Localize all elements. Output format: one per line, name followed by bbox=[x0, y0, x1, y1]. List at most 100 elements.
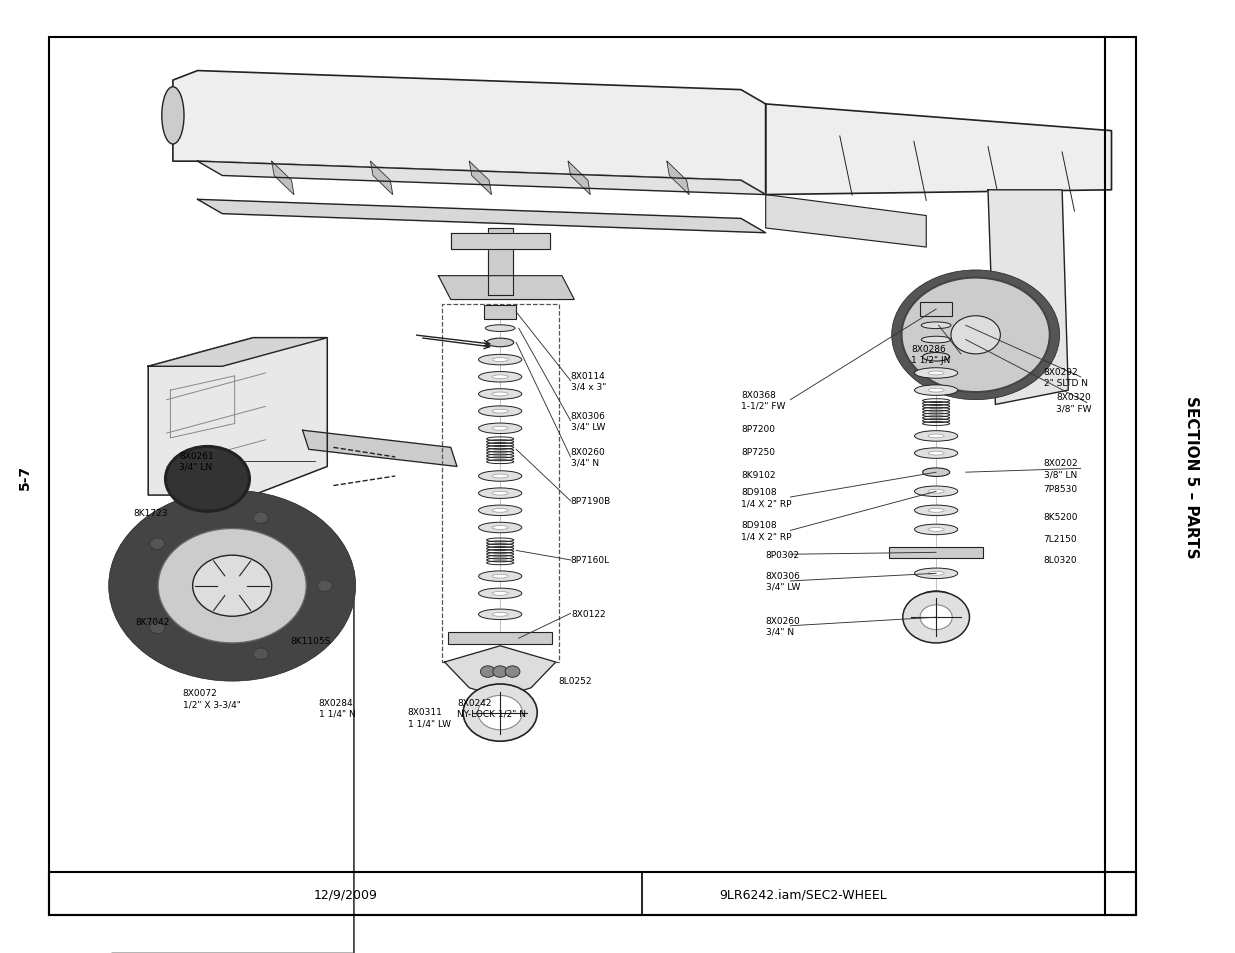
Bar bbox=[484, 306, 516, 319]
Circle shape bbox=[463, 684, 537, 741]
Text: 8X0286
1 1/2" JN: 8X0286 1 1/2" JN bbox=[911, 344, 951, 365]
Text: 8D9108
1/4 X 2" RP: 8D9108 1/4 X 2" RP bbox=[741, 487, 792, 508]
Text: 7L2150: 7L2150 bbox=[1044, 535, 1077, 544]
Text: 8X0261
3/4" LN: 8X0261 3/4" LN bbox=[179, 451, 214, 472]
Text: 8X0320
3/8" FW: 8X0320 3/8" FW bbox=[1056, 393, 1092, 414]
Circle shape bbox=[478, 696, 522, 730]
Ellipse shape bbox=[492, 509, 509, 513]
Text: 7P8530: 7P8530 bbox=[1044, 484, 1078, 494]
Ellipse shape bbox=[914, 386, 958, 396]
Circle shape bbox=[903, 592, 969, 643]
Polygon shape bbox=[445, 646, 556, 698]
Circle shape bbox=[920, 605, 952, 630]
Text: 9LR6242.iam/SEC2-WHEEL: 9LR6242.iam/SEC2-WHEEL bbox=[719, 887, 887, 901]
Ellipse shape bbox=[929, 372, 944, 375]
Bar bbox=[920, 303, 952, 316]
Ellipse shape bbox=[478, 489, 521, 499]
Circle shape bbox=[253, 513, 268, 524]
Ellipse shape bbox=[929, 509, 944, 513]
Ellipse shape bbox=[478, 522, 521, 534]
Circle shape bbox=[951, 316, 1000, 355]
Text: 12/9/2009: 12/9/2009 bbox=[314, 887, 378, 901]
Text: 8L0252: 8L0252 bbox=[558, 676, 592, 685]
Text: 8X0202
3/8" LN: 8X0202 3/8" LN bbox=[1044, 458, 1078, 479]
Ellipse shape bbox=[914, 448, 958, 459]
Text: 8P7160L: 8P7160L bbox=[571, 556, 610, 565]
Text: 8L0320: 8L0320 bbox=[1044, 556, 1077, 565]
Ellipse shape bbox=[478, 373, 521, 383]
Circle shape bbox=[165, 447, 249, 512]
Text: 8X0292
2" SLTD N: 8X0292 2" SLTD N bbox=[1044, 367, 1088, 388]
Polygon shape bbox=[198, 162, 766, 195]
Text: 8P0302: 8P0302 bbox=[766, 550, 800, 559]
Bar bbox=[49, 872, 1136, 915]
Ellipse shape bbox=[492, 613, 509, 617]
Polygon shape bbox=[198, 200, 766, 233]
Ellipse shape bbox=[914, 369, 958, 378]
Circle shape bbox=[317, 580, 332, 592]
Ellipse shape bbox=[492, 393, 509, 396]
Ellipse shape bbox=[929, 572, 944, 576]
Ellipse shape bbox=[921, 337, 951, 344]
Text: 8K9102: 8K9102 bbox=[741, 470, 776, 479]
Polygon shape bbox=[488, 229, 513, 295]
Polygon shape bbox=[469, 162, 492, 195]
Ellipse shape bbox=[929, 389, 944, 393]
Text: 8K7042: 8K7042 bbox=[136, 617, 170, 626]
Text: 8P7190B: 8P7190B bbox=[571, 497, 611, 506]
Ellipse shape bbox=[478, 407, 521, 417]
Text: 8X0368
1-1/2" FW: 8X0368 1-1/2" FW bbox=[741, 390, 785, 411]
Text: 8X0114
3/4 x 3": 8X0114 3/4 x 3" bbox=[571, 371, 606, 392]
Text: 8X0311
1 1/4" LW: 8X0311 1 1/4" LW bbox=[408, 707, 451, 728]
Ellipse shape bbox=[478, 472, 521, 482]
Ellipse shape bbox=[929, 490, 944, 494]
Polygon shape bbox=[988, 191, 1068, 405]
Text: 8X0284
1 1/4" N: 8X0284 1 1/4" N bbox=[319, 698, 356, 719]
Ellipse shape bbox=[162, 88, 184, 145]
Text: 8X0122: 8X0122 bbox=[572, 609, 606, 618]
Ellipse shape bbox=[923, 354, 950, 362]
Bar bbox=[442, 305, 559, 662]
Ellipse shape bbox=[492, 358, 509, 362]
Circle shape bbox=[158, 529, 306, 643]
Text: 8X0072
1/2" X 3-3/4": 8X0072 1/2" X 3-3/4" bbox=[183, 688, 241, 709]
Text: SECTION 5 – PARTS: SECTION 5 – PARTS bbox=[1184, 395, 1199, 558]
Polygon shape bbox=[148, 338, 327, 496]
Ellipse shape bbox=[914, 568, 958, 579]
Polygon shape bbox=[451, 233, 550, 250]
Ellipse shape bbox=[478, 390, 521, 400]
Polygon shape bbox=[438, 276, 574, 300]
Circle shape bbox=[193, 556, 272, 617]
Circle shape bbox=[902, 278, 1050, 393]
Polygon shape bbox=[148, 338, 327, 367]
Ellipse shape bbox=[914, 524, 958, 536]
Circle shape bbox=[493, 666, 508, 678]
Circle shape bbox=[149, 538, 164, 550]
Text: 8P7200: 8P7200 bbox=[741, 424, 776, 434]
Polygon shape bbox=[370, 162, 393, 195]
Ellipse shape bbox=[492, 475, 509, 478]
Ellipse shape bbox=[478, 424, 521, 435]
Polygon shape bbox=[766, 195, 926, 248]
Text: 8K1723: 8K1723 bbox=[133, 508, 168, 517]
Ellipse shape bbox=[914, 505, 958, 517]
Ellipse shape bbox=[921, 322, 951, 330]
Text: 8X0242
NY-LOCK 1/2" N: 8X0242 NY-LOCK 1/2" N bbox=[457, 698, 526, 719]
Ellipse shape bbox=[492, 575, 509, 578]
Polygon shape bbox=[272, 162, 294, 195]
Text: 8D9108
1/4 X 2" RP: 8D9108 1/4 X 2" RP bbox=[741, 520, 792, 541]
Circle shape bbox=[109, 491, 356, 681]
Polygon shape bbox=[173, 71, 766, 195]
Ellipse shape bbox=[492, 375, 509, 379]
Polygon shape bbox=[766, 105, 1112, 195]
Ellipse shape bbox=[914, 486, 958, 497]
Ellipse shape bbox=[914, 431, 958, 442]
Circle shape bbox=[480, 666, 495, 678]
Ellipse shape bbox=[923, 469, 950, 477]
Circle shape bbox=[892, 271, 1060, 400]
Text: 8X0306
3/4" LW: 8X0306 3/4" LW bbox=[766, 571, 800, 592]
Ellipse shape bbox=[929, 452, 944, 456]
Ellipse shape bbox=[487, 338, 514, 348]
Ellipse shape bbox=[492, 526, 509, 530]
Ellipse shape bbox=[929, 528, 944, 532]
